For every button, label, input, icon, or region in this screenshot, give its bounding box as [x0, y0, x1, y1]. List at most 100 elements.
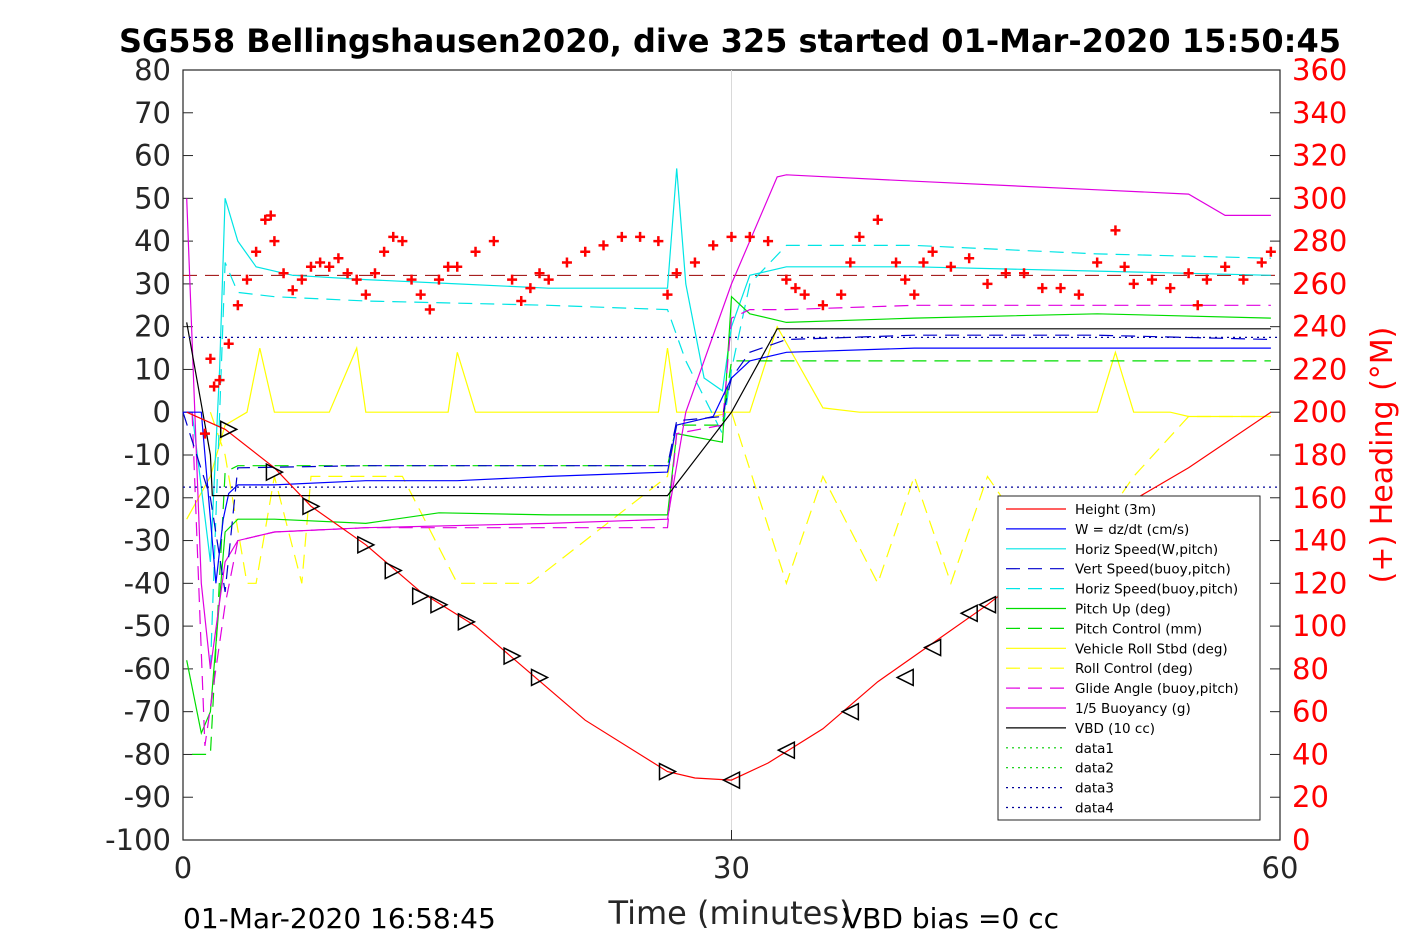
y-right-tick-label: 160	[1292, 481, 1347, 515]
y-left-tick-label: 10	[134, 352, 171, 386]
heading-point	[443, 261, 454, 272]
legend: Height (3m) W = dz/dt (cm/s) Horiz Speed(W…	[997, 495, 1261, 821]
heading-point	[424, 304, 435, 315]
depth-marker	[457, 612, 477, 632]
series-line-3	[182, 334, 1271, 592]
heading-point	[470, 246, 481, 257]
heading-point	[199, 428, 210, 439]
legend-entry-label: data4	[1075, 801, 1114, 817]
y-left-tick-label: 20	[134, 310, 171, 344]
depth-marker	[219, 420, 239, 439]
heading-point	[265, 210, 276, 221]
heading-point	[333, 253, 344, 264]
heading-markers	[199, 210, 1276, 439]
depth-marker	[840, 702, 860, 721]
y-right-tick-label: 80	[1292, 652, 1329, 686]
y-left-tick-label: -20	[124, 481, 171, 515]
heading-point	[964, 253, 975, 264]
legend-entry-label: Horiz Speed(W,pitch)	[1075, 542, 1218, 558]
y-left-tick-label: -80	[124, 737, 171, 771]
depth-marker	[977, 595, 997, 614]
heading-point	[324, 261, 335, 272]
heading-point	[891, 257, 902, 268]
legend-entry-label: Pitch Up (deg)	[1075, 602, 1171, 618]
heading-point	[397, 236, 408, 247]
y-left-tick-label: -60	[124, 652, 171, 686]
y-left-tick-label: -100	[105, 823, 171, 857]
depth-marker	[384, 561, 403, 580]
heading-point	[708, 240, 719, 251]
heading-point	[241, 274, 252, 285]
heading-point	[671, 268, 682, 279]
y-left-tick-label: -40	[124, 566, 171, 600]
x-axis-label: Time (minutes)	[608, 894, 852, 932]
heading-point	[232, 300, 243, 311]
depth-marker	[895, 668, 914, 687]
heading-point	[918, 257, 929, 268]
series-line-1	[183, 347, 1271, 584]
heading-point	[278, 268, 289, 279]
heading-point	[1147, 274, 1158, 285]
heading-point	[845, 257, 856, 268]
x-tick-label: 30	[713, 851, 750, 885]
y-left-tick-label: 70	[134, 96, 171, 130]
footer-vbd-bias: VBD bias =0 cc	[843, 902, 1059, 935]
y-right-tick-label: 360	[1292, 53, 1347, 87]
y-left-tick-label: 30	[134, 267, 171, 301]
heading-point	[534, 268, 545, 279]
heading-point	[543, 274, 554, 285]
heading-point	[315, 257, 326, 268]
y-right-tick-label: 140	[1292, 524, 1347, 558]
heading-point	[790, 283, 801, 294]
y-axis-right-label: (+) Heading (°M)	[1365, 327, 1400, 584]
heading-point	[388, 231, 399, 242]
depth-marker	[357, 535, 376, 555]
heading-point	[927, 246, 938, 257]
footer-timestamp: 01-Mar-2020 16:58:45	[183, 902, 496, 935]
heading-point	[945, 261, 956, 272]
y-left-tick-label: 0	[153, 395, 171, 429]
y-left-tick-label: 80	[134, 53, 171, 87]
series-line-4	[209, 244, 1271, 669]
heading-point	[1220, 261, 1231, 272]
heading-point	[296, 274, 307, 285]
depth-marker	[959, 604, 978, 623]
y-right-tick-label: 200	[1292, 395, 1347, 429]
depth-marker	[503, 646, 522, 666]
depth-marker	[430, 595, 449, 614]
heading-point	[342, 268, 353, 279]
heading-point	[415, 289, 426, 300]
series-line-2	[191, 168, 1271, 562]
y-right-tick-label: 240	[1292, 310, 1347, 344]
heading-point	[1110, 225, 1121, 236]
y-right-tick-label: 220	[1292, 352, 1347, 386]
y-right-tick-label: 180	[1292, 438, 1347, 472]
legend-entry-label: Glide Angle (buoy,pitch)	[1075, 681, 1239, 697]
y-right-tick-label: 60	[1292, 695, 1329, 729]
legend-entry-label: Roll Control (deg)	[1075, 661, 1193, 677]
series-line-11	[186, 322, 1271, 497]
heading-point	[214, 375, 225, 386]
heading-point	[854, 231, 865, 242]
depth-markers	[219, 420, 997, 790]
x-tick-label: 60	[1262, 851, 1299, 885]
heading-point	[1265, 246, 1276, 257]
series-line-9	[191, 304, 1271, 746]
heading-point	[1073, 289, 1084, 300]
legend-entry-label: Vehicle Roll Stbd (deg)	[1075, 641, 1228, 657]
heading-point	[689, 257, 700, 268]
heading-point	[662, 289, 673, 300]
heading-point	[872, 214, 883, 225]
heading-point	[1165, 283, 1176, 294]
heading-point	[369, 268, 380, 279]
heading-point	[561, 257, 572, 268]
heading-point	[205, 353, 216, 364]
heading-point	[351, 274, 362, 285]
heading-point	[799, 289, 810, 300]
depth-marker	[776, 740, 796, 760]
series-line-5	[186, 295, 1271, 736]
heading-point	[360, 289, 371, 300]
heading-point	[251, 246, 262, 257]
y-right-tick-label: 320	[1292, 139, 1347, 173]
